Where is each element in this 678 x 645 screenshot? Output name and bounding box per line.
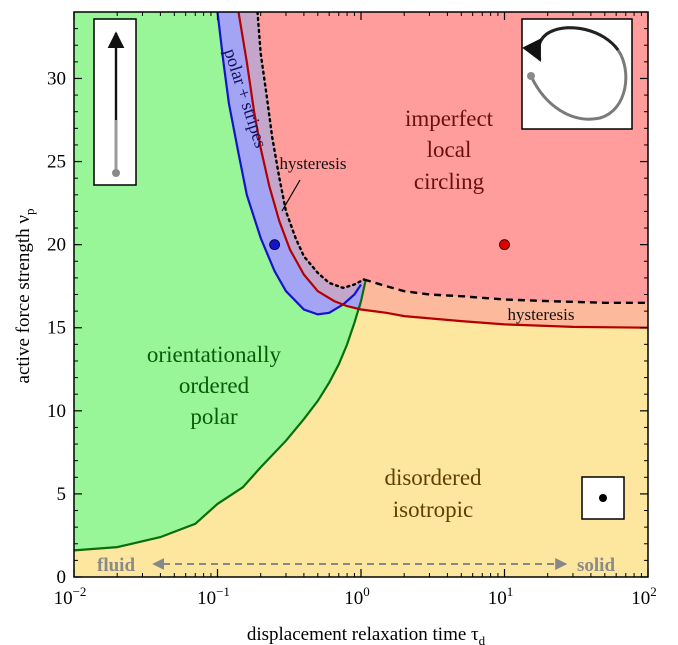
data-points (269, 239, 510, 251)
y-tick-label: 10 (47, 401, 66, 422)
polar-disordered-boundary (74, 279, 367, 552)
x-tick-label: 10−2 (54, 584, 87, 609)
y-tick-label: 20 (47, 235, 66, 256)
region-label-disordered: disordered isotropic (384, 465, 482, 522)
hysteresis-label-right: hysteresis (507, 305, 574, 324)
stripes-region (217, 12, 361, 315)
circling-label-line-2: local (427, 137, 472, 162)
region-label-circling: imperfect local circling (405, 106, 494, 194)
circling-label-line-1: imperfect (405, 106, 494, 131)
disordered-label-line-2: isotropic (393, 497, 474, 522)
stripes-boundary (216, 12, 362, 316)
x-tick-label: 102 (631, 584, 657, 609)
y-tick-label: 15 (47, 318, 66, 339)
x-tick-label: 10−1 (197, 584, 230, 609)
y-tick-label: 0 (57, 567, 67, 588)
data-point-1 (269, 239, 281, 251)
data-point-2 (499, 239, 510, 251)
x-axis-label: displacement relaxation time τd (247, 624, 486, 645)
dot-icon (581, 476, 625, 520)
polar-label-line-3: polar (190, 404, 238, 429)
fluid-label: fluid (97, 555, 135, 576)
y-axis-label: active force strength νp (13, 209, 37, 384)
solid-label: solid (577, 555, 615, 576)
fluid-solid-axis: fluid solid (97, 555, 615, 576)
hysteresis-pointer (281, 179, 301, 212)
y-tick-label: 30 (47, 68, 66, 89)
x-tick-label: 100 (344, 584, 370, 609)
polar-label-line-1: orientationally (147, 342, 282, 367)
straight-arrow-icon (93, 18, 137, 186)
y-tick-label: 25 (47, 152, 66, 173)
disordered-label-line-1: disordered (384, 465, 482, 490)
phase-boundaries (74, 12, 648, 552)
region-label-polar: orientationally ordered polar (147, 342, 282, 429)
x-tick-label: 101 (488, 584, 514, 609)
y-tick-label: 5 (57, 484, 67, 505)
circling-label-line-3: circling (414, 169, 485, 194)
polar-label-line-2: ordered (179, 373, 250, 398)
hysteresis-label-top: hysteresis (279, 154, 346, 173)
hysteresis-dashed-boundary (363, 278, 648, 304)
hysteresis-dotted-boundary (256, 12, 366, 290)
circling-lower-boundary (237, 12, 648, 329)
circling-loop-icon (521, 18, 633, 130)
axis-ticks: 0 5 10 15 20 25 30 10−2 10−1 100 101 102 (47, 12, 657, 609)
